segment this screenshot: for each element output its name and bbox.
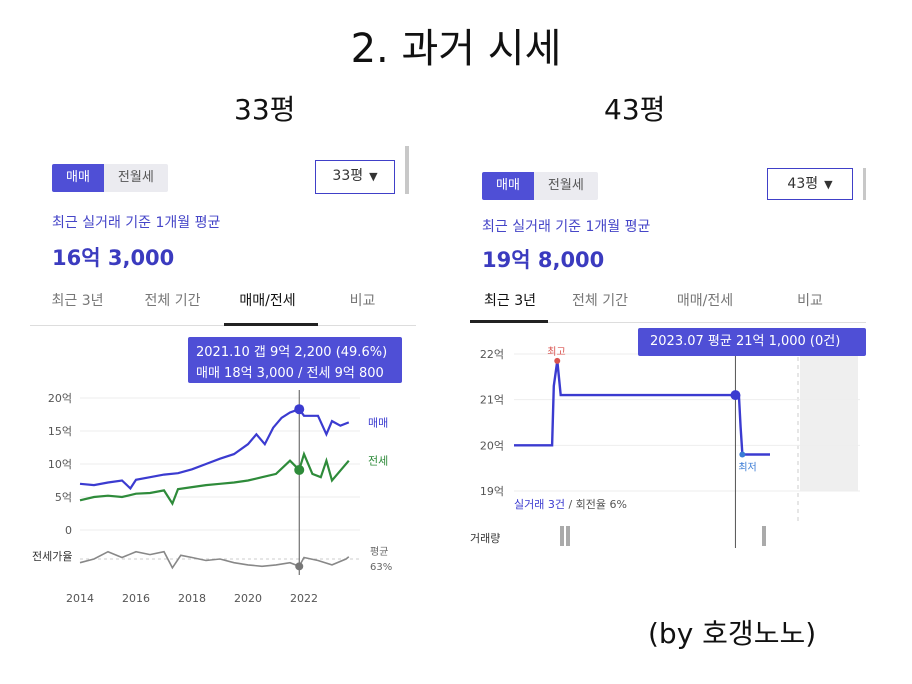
- slide-title: 2. 과거 시세: [350, 26, 562, 72]
- right-subtitle: 최근 실거래 기준 1개월 평균: [482, 219, 651, 235]
- right-footer: 실거래 3건 / 회전율 6%: [514, 498, 627, 511]
- size-label-left: 33평: [234, 93, 296, 126]
- volume-label: 거래량: [470, 532, 500, 545]
- right-size-dropdown-value: 43평: [787, 176, 819, 192]
- right-tab-compare[interactable]: 비교: [797, 293, 823, 309]
- volume-bar: [560, 526, 564, 546]
- y-tick-label: 21억: [480, 394, 504, 407]
- left-tab-all[interactable]: 전체 기간: [144, 293, 201, 309]
- high-label: 최고: [547, 346, 565, 358]
- credit-text: (by 호갱노노): [648, 617, 817, 650]
- volume-bar: [566, 526, 570, 546]
- size-label-right: 43평: [604, 93, 666, 126]
- left-rent-tab[interactable]: 전월세: [103, 164, 168, 192]
- left-trade-type-toggle: 매매 전월세: [52, 164, 168, 192]
- future-shade: [800, 341, 858, 491]
- right-tab-sale-jeonse[interactable]: 매매/전세: [676, 293, 734, 309]
- right-rent-tab[interactable]: 전월세: [533, 172, 598, 200]
- y-tick-label: 20억: [480, 439, 504, 452]
- y-tick-label: 5억: [55, 491, 72, 504]
- legend-jeonse: 전세: [368, 455, 388, 468]
- left-tab-indicator: [224, 323, 318, 326]
- volume-bar: [762, 526, 766, 546]
- series-jeonse-line: [79, 450, 350, 507]
- low-point: [739, 451, 746, 458]
- left-tab-recent3[interactable]: 최근 3년: [51, 293, 104, 309]
- trade-count: 실거래 3건: [514, 498, 565, 511]
- right-scrollbar[interactable]: [863, 168, 866, 200]
- right-tab-all[interactable]: 전체 기간: [572, 293, 628, 309]
- right-tooltip: 2023.07 평균 21억 1,000 (0건): [638, 328, 866, 356]
- left-size-dropdown-value: 33평: [332, 168, 364, 184]
- series-ratio-line: [79, 550, 350, 570]
- x-tick-label: 2016: [122, 592, 150, 605]
- ratio-label: 전세가율: [32, 550, 72, 563]
- left-scrollbar[interactable]: [405, 146, 409, 194]
- chevron-down-icon: ▼: [369, 170, 378, 183]
- left-tab-sale-jeonse[interactable]: 매매/전세: [239, 293, 296, 309]
- left-size-dropdown[interactable]: 33평 ▼: [315, 160, 395, 194]
- x-tick-label: 2018: [178, 592, 206, 605]
- tooltip-line2: 매매 18억 3,000 / 전세 9억 800: [196, 366, 384, 381]
- y-tick-label: 15억: [48, 425, 72, 438]
- right-tab-indicator: [470, 320, 548, 323]
- left-tab-divider: [30, 325, 416, 326]
- right-size-dropdown[interactable]: 43평 ▼: [767, 168, 853, 200]
- left-subtitle: 최근 실거래 기준 1개월 평균: [52, 215, 221, 231]
- tooltip-line1: 2021.10 갭 9억 2,200 (49.6%): [196, 345, 388, 360]
- series-price-line: [514, 360, 770, 456]
- right-chart: 22억 21억 20억 19억 최고 최저 실거래 3건 / 회전율 6% 거래량: [470, 341, 860, 548]
- right-tab-recent3[interactable]: 최근 3년: [484, 293, 536, 309]
- sale-point: [294, 404, 305, 415]
- y-tick-label: 19억: [480, 485, 504, 498]
- left-tab-compare[interactable]: 비교: [349, 293, 376, 309]
- right-sale-tab[interactable]: 매매: [482, 172, 534, 200]
- low-label: 최저: [738, 461, 756, 473]
- y-tick-label: 0: [65, 524, 72, 537]
- y-tick-label: 22억: [480, 348, 504, 361]
- chevron-down-icon: ▼: [824, 178, 833, 191]
- avg-value: 63%: [370, 562, 392, 573]
- left-price: 16억 3,000: [52, 246, 175, 270]
- right-panel: 매매 전월세 43평 ▼ 최근 실거래 기준 1개월 평균 19억 8,000 최…: [470, 158, 870, 558]
- ratio-point: [295, 562, 304, 571]
- legend-sale: 매매: [368, 416, 388, 429]
- right-tab-divider: [470, 322, 866, 323]
- left-sale-tab[interactable]: 매매: [52, 164, 104, 192]
- jeonse-point: [294, 464, 305, 475]
- y-tick-label: 20억: [48, 392, 72, 405]
- left-tooltip: 2021.10 갭 9억 2,200 (49.6%) 매매 18억 3,000 …: [188, 337, 402, 383]
- y-tick-label: 10억: [48, 458, 72, 471]
- left-panel: 매매 전월세 33평 ▼ 최근 실거래 기준 1개월 평균 16억 3,000 최…: [30, 140, 416, 610]
- avg-label: 평균: [370, 546, 388, 558]
- x-tick-label: 2022: [290, 592, 318, 605]
- turnover-rate: / 회전율 6%: [565, 498, 627, 511]
- x-tick-label: 2014: [66, 592, 94, 605]
- high-point: [554, 357, 561, 364]
- right-price: 19억 8,000: [482, 248, 605, 272]
- x-tick-label: 2020: [234, 592, 262, 605]
- series-sale-line: [79, 407, 350, 491]
- price-point: [730, 390, 741, 401]
- left-period-tabs: 최근 3년 전체 기간 매매/전세 비교: [30, 290, 410, 310]
- right-trade-type-toggle: 매매 전월세: [482, 172, 598, 200]
- right-period-tabs: 최근 3년 전체 기간 매매/전세 비교: [470, 290, 860, 310]
